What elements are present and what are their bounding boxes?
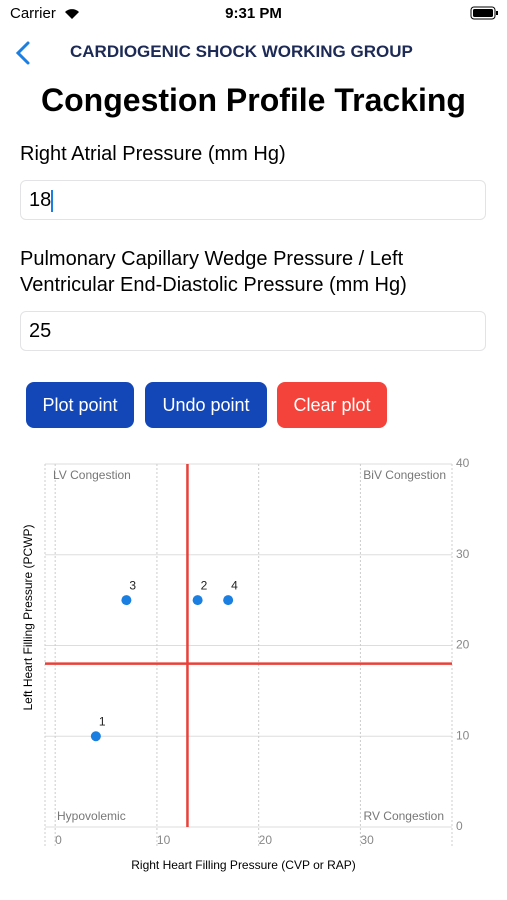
data-point bbox=[90, 731, 101, 742]
point-label: 3 bbox=[129, 578, 136, 592]
x-tick-label: 20 bbox=[259, 833, 273, 847]
y-tick-label: 40 bbox=[456, 456, 470, 470]
wifi-icon bbox=[65, 9, 79, 19]
point-label: 4 bbox=[231, 578, 238, 592]
battery-icon bbox=[470, 6, 498, 20]
x-tick-label: 0 bbox=[55, 833, 62, 847]
quadrant-label: RV Congestion bbox=[364, 809, 445, 823]
field-label: Pulmonary Capillary Wedge Pressure / Lef… bbox=[20, 248, 407, 296]
data-point bbox=[121, 595, 132, 606]
input-value: 25 bbox=[29, 320, 52, 342]
quadrant-label: LV Congestion bbox=[53, 468, 131, 482]
y-tick-label: 10 bbox=[456, 728, 470, 742]
plot-button[interactable]: Plot point bbox=[26, 382, 134, 428]
x-axis-label: Right Heart Filling Pressure (CVP or RAP… bbox=[131, 858, 356, 872]
x-tick-label: 30 bbox=[360, 833, 374, 847]
y-tick-label: 0 bbox=[456, 819, 463, 833]
undo-button[interactable]: Undo point bbox=[145, 382, 267, 428]
text-input[interactable]: 18 bbox=[20, 180, 486, 220]
nav-title: CARDIOGENIC SHOCK WORKING GROUP bbox=[70, 42, 413, 61]
chart: 0 10 20 30 40 0 10 20 30 LV Congestion BiV Congest… bbox=[21, 456, 470, 872]
point-label: 1 bbox=[99, 714, 106, 728]
data-point bbox=[223, 595, 234, 606]
quadrant-label: Hypovolemic bbox=[57, 809, 126, 823]
y-tick-label: 30 bbox=[456, 547, 470, 561]
field-label: Right Atrial Pressure (mm Hg) bbox=[20, 143, 286, 165]
page-title: Congestion Profile Tracking bbox=[41, 82, 466, 118]
time: 9:31 PM bbox=[225, 5, 282, 22]
clear-button[interactable]: Clear plot bbox=[277, 382, 387, 428]
y-axis-label: Left Heart Filling Pressure (PCWP) bbox=[21, 524, 35, 710]
quadrant-label: BiV Congestion bbox=[363, 468, 446, 482]
point-label: 2 bbox=[201, 578, 208, 592]
input-value: 18 bbox=[29, 189, 52, 211]
y-tick-label: 20 bbox=[456, 638, 470, 652]
carrier: Carrier bbox=[10, 5, 56, 22]
data-point bbox=[192, 595, 203, 606]
back-button[interactable] bbox=[14, 40, 34, 66]
x-tick-label: 10 bbox=[157, 833, 171, 847]
text-input[interactable]: 25 bbox=[20, 311, 486, 351]
